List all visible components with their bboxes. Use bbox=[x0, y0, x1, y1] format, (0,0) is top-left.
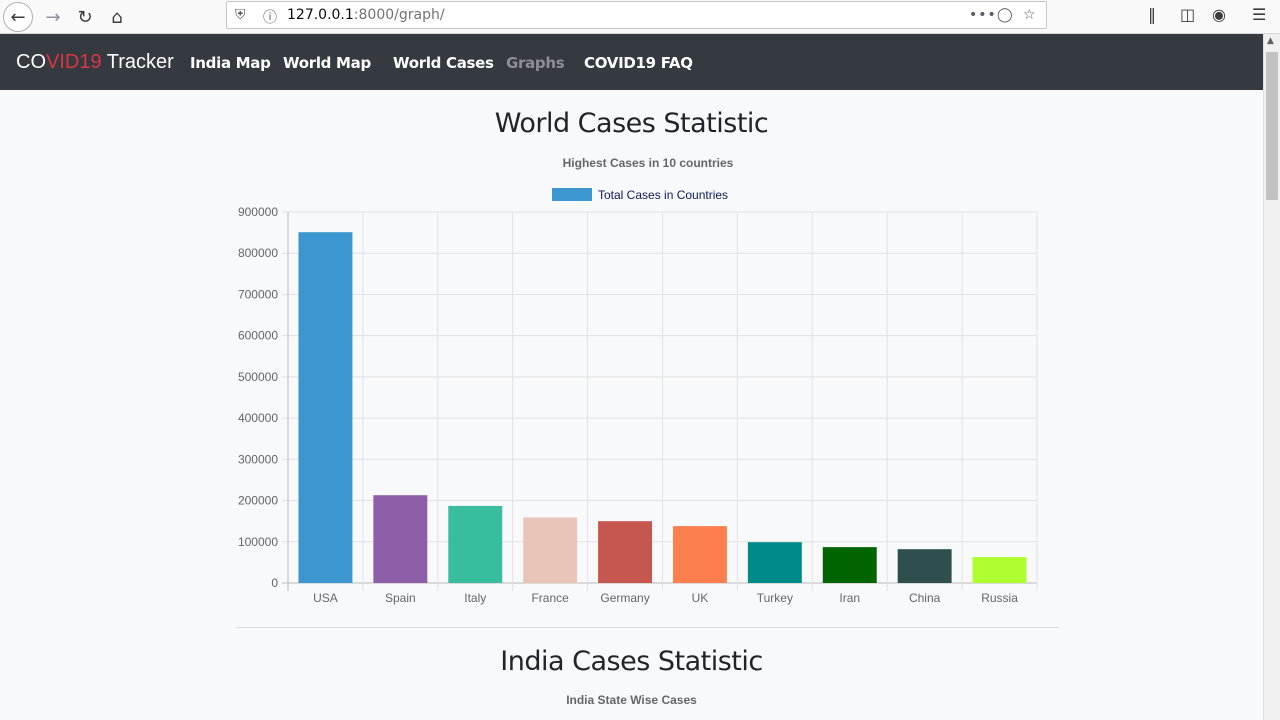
brand-logo[interactable]: COVID19 Tracker bbox=[16, 51, 174, 74]
nav-link-world-map[interactable]: World Map bbox=[283, 54, 371, 72]
url-text[interactable]: 127.0.0.1:8000/graph/ bbox=[287, 7, 445, 23]
nav-link-graphs[interactable]: Graphs bbox=[506, 54, 565, 72]
info-icon[interactable]: ⓘ bbox=[263, 10, 277, 26]
bar-italy[interactable] bbox=[448, 505, 503, 583]
chart-title: Highest Cases in 10 countries bbox=[563, 156, 734, 170]
section-divider bbox=[236, 627, 1059, 628]
x-tick-label: Turkey bbox=[757, 591, 793, 605]
url-path: :8000/graph/ bbox=[353, 7, 445, 23]
india-chart-title: India State Wise Cases bbox=[566, 693, 697, 707]
x-axis-ticks: USA Spain Italy France Germany UK Turkey Iran Ch… bbox=[313, 591, 1018, 605]
y-tick-label: 0 bbox=[271, 576, 278, 590]
bar-germany[interactable] bbox=[598, 521, 653, 583]
bar-usa[interactable] bbox=[298, 232, 353, 583]
x-tick-label: France bbox=[531, 591, 569, 605]
brand-co: CO bbox=[16, 51, 46, 73]
y-tick-label: 300000 bbox=[238, 452, 278, 466]
main-content: World Cases Statistic Highest Cases in 1… bbox=[0, 90, 1263, 720]
bar-china[interactable] bbox=[897, 549, 952, 583]
chart-bars bbox=[298, 232, 1027, 583]
y-tick-label: 200000 bbox=[238, 494, 278, 508]
pocket-icon[interactable]: ◯ bbox=[997, 7, 1013, 23]
account-icon[interactable]: ◉ bbox=[1212, 5, 1226, 24]
world-cases-bar-chart: Highest Cases in 10 countries Total Case… bbox=[238, 156, 1038, 605]
x-tick-label: China bbox=[909, 591, 941, 605]
bar-spain[interactable] bbox=[373, 495, 428, 583]
india-section-heading: India Cases Statistic bbox=[500, 646, 763, 677]
app-navbar: COVID19 Tracker India Map World Map Worl… bbox=[0, 34, 1263, 90]
world-section-heading: World Cases Statistic bbox=[494, 108, 769, 139]
page-scrollbar[interactable]: ▲ bbox=[1263, 34, 1280, 720]
y-tick-label: 100000 bbox=[238, 535, 278, 549]
reload-icon[interactable]: ↻ bbox=[77, 6, 93, 28]
nav-link-india-map[interactable]: India Map bbox=[190, 54, 271, 72]
bar-turkey[interactable] bbox=[747, 542, 802, 583]
more-options-icon[interactable]: ••• bbox=[969, 7, 997, 23]
scroll-thumb[interactable] bbox=[1266, 52, 1278, 200]
legend-label: Total Cases in Countries bbox=[598, 188, 728, 202]
bar-france[interactable] bbox=[523, 517, 578, 583]
x-tick-label: Germany bbox=[600, 591, 649, 605]
brand-tracker: Tracker bbox=[101, 51, 174, 73]
x-tick-label: Italy bbox=[464, 591, 486, 605]
shield-icon[interactable]: ⛨ bbox=[235, 7, 246, 23]
nav-link-world-cases[interactable]: World Cases bbox=[393, 54, 494, 72]
nav-link-covid19-faq[interactable]: COVID19 FAQ bbox=[584, 54, 693, 72]
x-tick-label: Russia bbox=[981, 591, 1018, 605]
sidebar-icon[interactable]: ◫ bbox=[1180, 5, 1196, 24]
scroll-up-icon[interactable]: ▲ bbox=[1267, 36, 1274, 46]
y-tick-label: 400000 bbox=[238, 411, 278, 425]
y-tick-label: 800000 bbox=[238, 246, 278, 260]
bar-uk[interactable] bbox=[672, 526, 727, 583]
url-host: 127.0.0.1 bbox=[287, 7, 354, 23]
forward-arrow-icon[interactable]: → bbox=[45, 6, 61, 28]
library-icon[interactable]: ‖ bbox=[1148, 5, 1156, 24]
home-icon[interactable]: ⌂ bbox=[111, 6, 123, 28]
bookmark-star-icon[interactable]: ☆ bbox=[1023, 7, 1036, 23]
browser-toolbar: ← → ↻ ⌂ ⛨ ⓘ 127.0.0.1:8000/graph/ ••• ◯ … bbox=[0, 0, 1280, 34]
menu-icon[interactable]: ☰ bbox=[1252, 5, 1267, 24]
x-tick-label: Iran bbox=[839, 591, 860, 605]
x-tick-label: UK bbox=[692, 591, 709, 605]
y-tick-label: 900000 bbox=[238, 205, 278, 219]
y-tick-label: 600000 bbox=[238, 329, 278, 343]
address-bar[interactable]: ⛨ ⓘ 127.0.0.1:8000/graph/ ••• ◯ ☆ bbox=[226, 1, 1047, 29]
bar-iran[interactable] bbox=[822, 547, 877, 583]
bar-russia[interactable] bbox=[972, 557, 1027, 583]
legend-swatch bbox=[552, 188, 592, 201]
x-tick-label: Spain bbox=[385, 591, 416, 605]
y-tick-label: 500000 bbox=[238, 370, 278, 384]
x-tick-label: USA bbox=[313, 591, 338, 605]
back-arrow-icon[interactable]: ← bbox=[3, 2, 33, 32]
y-tick-label: 700000 bbox=[238, 287, 278, 301]
y-axis-ticks: 0 100000 200000 300000 400000 500000 600000 700… bbox=[238, 205, 278, 590]
brand-vid19: VID19 bbox=[46, 51, 102, 73]
